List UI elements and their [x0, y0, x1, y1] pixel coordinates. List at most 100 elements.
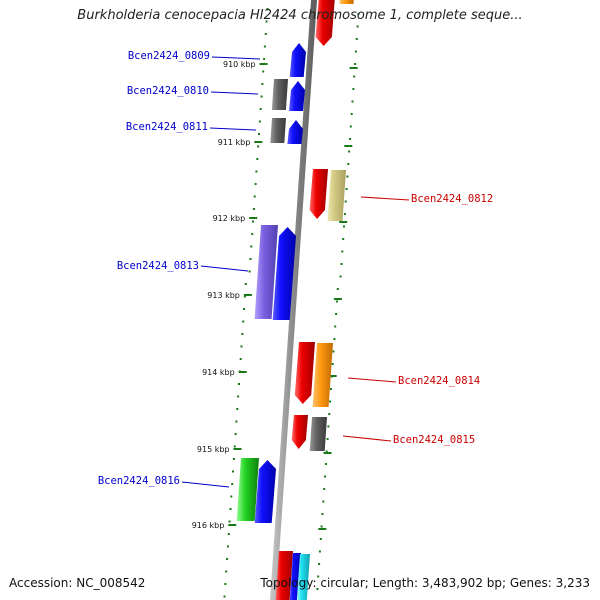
chromosome-backbone: [270, 0, 317, 600]
gene-arrow[interactable]: [289, 43, 306, 77]
tick-mark: [233, 448, 242, 450]
tick-mark: [249, 217, 258, 219]
guide-dot: [330, 388, 332, 390]
gene-arrow[interactable]: [312, 343, 333, 407]
gene-arrow[interactable]: [254, 225, 278, 319]
gene-label-bcen2424_0815[interactable]: Bcen2424_0815: [393, 434, 475, 446]
gene-arrow[interactable]: [309, 417, 327, 451]
gene-label-bcen2424_0812[interactable]: Bcen2424_0812: [411, 193, 493, 205]
guide-dot: [324, 475, 326, 478]
map-title: Burkholderia cenocepacia HI2424 chromoso…: [77, 8, 523, 23]
guide-dot: [343, 225, 345, 228]
gene-arrow[interactable]: [309, 169, 328, 219]
guide-dot: [327, 425, 330, 428]
guide-dot: [350, 113, 353, 115]
guide-dot: [346, 175, 349, 178]
gene-arrow[interactable]: [270, 118, 286, 143]
gene-label-bcen2424_0810[interactable]: Bcen2424_0810: [127, 85, 209, 97]
gene-label-bcen2424_0809[interactable]: Bcen2424_0809: [128, 50, 210, 62]
tick-mark: [238, 371, 247, 373]
gene-label-bcen2424_0816[interactable]: Bcen2424_0816: [98, 475, 180, 487]
guide-dot: [335, 313, 338, 315]
gene-arrow[interactable]: [254, 460, 276, 523]
guide-dot: [323, 488, 326, 490]
guide-dot: [351, 100, 354, 103]
guide-dot: [353, 75, 356, 78]
leader-line: [360, 196, 410, 201]
guide-dot: [317, 575, 320, 578]
guide-dot: [240, 345, 243, 348]
tick-label: 915 kbp: [197, 445, 230, 454]
guide-dot: [341, 250, 344, 253]
guide-dot: [347, 163, 350, 165]
guide-dot: [340, 263, 343, 265]
guide-dot: [224, 583, 227, 585]
tick-mark: [228, 524, 237, 526]
gene-labels: Bcen2424_0809 Bcen2424_0810 Bcen2424_0811 B…: [98, 50, 493, 488]
guide-dot: [352, 88, 355, 90]
guide-dot: [260, 95, 263, 98]
tick-mark: [339, 221, 348, 223]
guide-dot: [264, 33, 267, 35]
guide-dot: [235, 420, 238, 423]
guide-dot: [334, 325, 337, 328]
gene-label-bcen2424_0814[interactable]: Bcen2424_0814: [398, 375, 480, 387]
gene-arrow[interactable]: [287, 120, 303, 144]
tick-mark: [318, 528, 327, 530]
gene-arrow[interactable]: [271, 79, 288, 110]
guide-dot: [234, 433, 237, 435]
guide-dot: [244, 283, 247, 285]
tick-mark: [243, 294, 252, 296]
guide-dot: [230, 495, 233, 498]
guide-dot: [259, 108, 262, 110]
topology-text: Topology: circular; Length: 3,483,902 bp…: [260, 576, 590, 590]
gene-arrow[interactable]: [272, 227, 296, 320]
gene-arrow[interactable]: [236, 458, 259, 521]
guide-dot: [343, 213, 346, 215]
guide-dot: [335, 300, 338, 303]
guide-dot: [243, 308, 246, 310]
guide-dot: [261, 83, 264, 85]
guide-dot: [325, 450, 328, 453]
guide-dot: [322, 500, 325, 503]
guide-dot: [229, 508, 232, 510]
guide-dot: [253, 195, 256, 198]
guide-dot: [328, 413, 331, 415]
gene-arrow[interactable]: [294, 342, 315, 404]
leader-line: [209, 127, 257, 131]
tick-label: 916 kbp: [192, 521, 225, 530]
guide-dot: [320, 525, 323, 528]
guide-dot: [354, 50, 357, 53]
guide-dot: [316, 588, 319, 590]
guide-dot: [231, 483, 234, 485]
guide-dot: [318, 550, 321, 553]
tick-mark: [349, 67, 358, 69]
guide-dot: [237, 395, 240, 398]
guide-dot: [318, 563, 321, 565]
tick-label: 910 kbp: [223, 60, 256, 69]
gene-arrow[interactable]: [291, 415, 308, 449]
gene-arrow[interactable]: [327, 170, 347, 221]
guide-dot: [258, 120, 261, 123]
gene-label-bcen2424_0811[interactable]: Bcen2424_0811: [126, 121, 208, 133]
gene-label-bcen2424_0813[interactable]: Bcen2424_0813: [117, 260, 199, 272]
tick-label: 914 kbp: [202, 368, 235, 377]
gene-arrow[interactable]: [339, 0, 355, 4]
gene-arrow[interactable]: [296, 554, 310, 600]
leader-line: [211, 56, 261, 60]
tick-label: 912 kbp: [213, 214, 246, 223]
gene-arrow[interactable]: [275, 551, 293, 600]
guide-dot: [243, 295, 246, 298]
gene-arrow[interactable]: [315, 0, 335, 46]
guide-dot: [227, 533, 230, 535]
guide-dot: [239, 358, 242, 360]
gene-arrow[interactable]: [289, 81, 305, 111]
guide-dot: [258, 133, 260, 135]
tick-label: 913 kbp: [207, 291, 240, 300]
guide-dot: [251, 233, 254, 235]
tick-mark: [344, 145, 353, 147]
leader-line: [200, 265, 249, 272]
tick-mark: [259, 63, 268, 65]
